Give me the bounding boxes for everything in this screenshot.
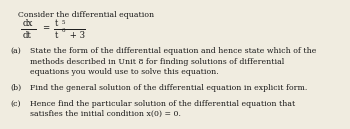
Text: (c): (c): [10, 99, 21, 107]
Text: (a): (a): [10, 47, 21, 55]
Text: (b): (b): [10, 84, 21, 92]
Text: t: t: [55, 30, 58, 39]
Text: satisfies the initial condition x(0) = 0.: satisfies the initial condition x(0) = 0…: [30, 110, 181, 118]
Text: Consider the differential equation: Consider the differential equation: [18, 11, 154, 19]
Text: =: =: [42, 25, 49, 34]
Text: dx: dx: [23, 18, 33, 27]
Text: Hence find the particular solution of the differential equation that: Hence find the particular solution of th…: [30, 99, 295, 107]
Text: 6: 6: [62, 28, 65, 33]
Text: dt: dt: [23, 30, 32, 39]
Text: t: t: [55, 18, 58, 27]
Text: equations you would use to solve this equation.: equations you would use to solve this eq…: [30, 68, 219, 76]
Text: Find the general solution of the differential equation in explicit form.: Find the general solution of the differe…: [30, 84, 307, 92]
Text: State the form of the differential equation and hence state which of the: State the form of the differential equat…: [30, 47, 316, 55]
Text: + 3: + 3: [67, 30, 85, 39]
Text: 5: 5: [62, 20, 65, 25]
Text: methods described in Unit 8 for finding solutions of differential: methods described in Unit 8 for finding …: [30, 58, 284, 66]
